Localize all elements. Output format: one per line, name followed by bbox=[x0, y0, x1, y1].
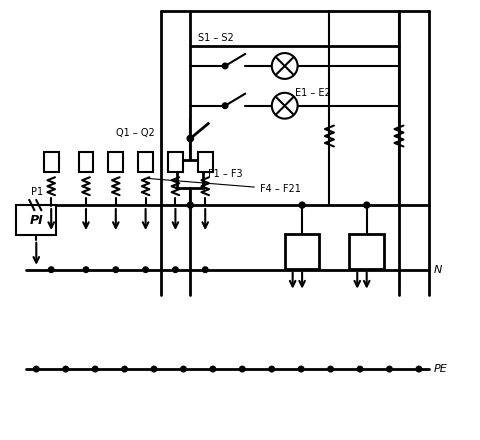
Circle shape bbox=[272, 53, 298, 79]
Text: N: N bbox=[434, 265, 442, 275]
FancyBboxPatch shape bbox=[138, 152, 153, 172]
Circle shape bbox=[122, 366, 127, 372]
Circle shape bbox=[269, 366, 275, 372]
Circle shape bbox=[63, 366, 69, 372]
Circle shape bbox=[210, 366, 216, 372]
Text: F1 – F3: F1 – F3 bbox=[208, 169, 243, 179]
FancyBboxPatch shape bbox=[108, 152, 123, 172]
Circle shape bbox=[328, 366, 334, 372]
FancyBboxPatch shape bbox=[168, 152, 183, 172]
Circle shape bbox=[48, 267, 54, 272]
Circle shape bbox=[113, 267, 119, 272]
FancyBboxPatch shape bbox=[198, 152, 213, 172]
Text: P1: P1 bbox=[31, 187, 44, 197]
Circle shape bbox=[34, 366, 39, 372]
FancyBboxPatch shape bbox=[349, 234, 384, 269]
FancyBboxPatch shape bbox=[44, 152, 59, 172]
Circle shape bbox=[357, 366, 363, 372]
Circle shape bbox=[143, 267, 148, 272]
Text: E1 – E2: E1 – E2 bbox=[295, 88, 330, 98]
FancyBboxPatch shape bbox=[16, 205, 56, 235]
Text: Q1 – Q2: Q1 – Q2 bbox=[116, 128, 155, 138]
Circle shape bbox=[222, 63, 228, 69]
Circle shape bbox=[222, 103, 228, 109]
Circle shape bbox=[173, 267, 178, 272]
Circle shape bbox=[416, 366, 421, 372]
Circle shape bbox=[203, 267, 208, 272]
Text: PI: PI bbox=[29, 214, 43, 227]
Text: PE: PE bbox=[434, 364, 447, 374]
Text: F4 – F21: F4 – F21 bbox=[148, 179, 301, 194]
Circle shape bbox=[151, 366, 157, 372]
Circle shape bbox=[180, 366, 186, 372]
FancyBboxPatch shape bbox=[285, 234, 320, 269]
Circle shape bbox=[187, 202, 193, 208]
Circle shape bbox=[272, 93, 298, 119]
FancyBboxPatch shape bbox=[79, 152, 94, 172]
FancyBboxPatch shape bbox=[178, 160, 203, 188]
Circle shape bbox=[299, 366, 304, 372]
Circle shape bbox=[240, 366, 245, 372]
Circle shape bbox=[387, 366, 392, 372]
Circle shape bbox=[187, 136, 193, 142]
Circle shape bbox=[364, 202, 370, 208]
Circle shape bbox=[83, 267, 89, 272]
Text: S1 – S2: S1 – S2 bbox=[198, 33, 234, 43]
Circle shape bbox=[299, 202, 305, 208]
Circle shape bbox=[92, 366, 98, 372]
